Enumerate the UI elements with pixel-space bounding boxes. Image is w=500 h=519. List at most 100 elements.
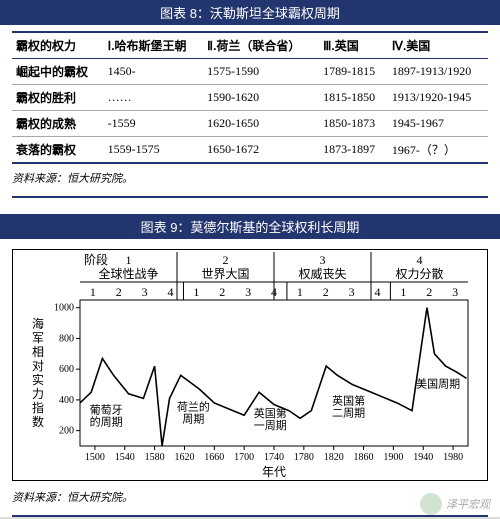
svg-text:权威丧失: 权威丧失 xyxy=(298,266,346,281)
cell: 1815-1850 xyxy=(319,85,388,111)
svg-text:3: 3 xyxy=(349,285,355,299)
svg-text:美国周期: 美国周期 xyxy=(416,378,460,391)
cell: 1850-1873 xyxy=(319,111,388,137)
svg-text:1700: 1700 xyxy=(234,452,254,463)
cell: -1559 xyxy=(104,111,204,137)
watermark: 泽平宏观 xyxy=(420,493,490,515)
svg-text:英国第: 英国第 xyxy=(332,394,365,408)
svg-text:海: 海 xyxy=(32,316,44,331)
line-chart: 200 400 600 800 1000 1500 1540 1580 1620 1660 1700… xyxy=(13,250,487,480)
svg-text:3: 3 xyxy=(320,253,326,267)
svg-text:1: 1 xyxy=(297,285,303,299)
svg-text:2: 2 xyxy=(116,285,122,299)
svg-text:1: 1 xyxy=(90,285,96,299)
svg-text:1620: 1620 xyxy=(174,452,194,463)
svg-text:2: 2 xyxy=(223,253,229,267)
cell: 1650-1672 xyxy=(203,137,319,164)
divider xyxy=(12,196,488,198)
chart-box: 200 400 600 800 1000 1500 1540 1580 1620 1660 1700… xyxy=(12,249,488,481)
table-row: 衰落的霸权1559-15751650-16721873-18971967-（？） xyxy=(12,137,488,164)
svg-text:1: 1 xyxy=(126,253,132,267)
fig8-title: 图表 8：沃勒斯坦全球霸权周期 xyxy=(0,0,500,25)
divider-bottom xyxy=(12,515,488,517)
wechat-icon xyxy=(420,493,442,515)
cell: 1897-1913/1920 xyxy=(388,59,488,85)
svg-text:年代: 年代 xyxy=(262,465,286,479)
table-row: 霸权的胜利……1590-16201815-18501913/1920-1945 xyxy=(12,85,488,111)
cell: 1575-1590 xyxy=(203,59,319,85)
svg-text:200: 200 xyxy=(59,426,74,437)
fig8-source: 资料来源：恒大研究院。 xyxy=(0,166,500,194)
cell: 1945-1967 xyxy=(388,111,488,137)
table-header-row: 霸权的权力 Ⅰ.哈布斯堡王朝 Ⅱ.荷兰（联合省） Ⅲ.英国 Ⅳ.美国 xyxy=(12,32,488,59)
cell: 1559-1575 xyxy=(104,137,204,164)
svg-text:世界大国: 世界大国 xyxy=(201,267,249,281)
table-row: 崛起中的霸权1450-1575-15901789-18151897-1913/1… xyxy=(12,59,488,85)
svg-text:1580: 1580 xyxy=(145,452,165,463)
svg-text:600: 600 xyxy=(59,364,74,375)
svg-text:英国第: 英国第 xyxy=(254,406,287,420)
col-uk: Ⅲ.英国 xyxy=(319,32,388,59)
svg-text:1900: 1900 xyxy=(383,452,403,463)
cell: 1873-1897 xyxy=(319,137,388,164)
cell: 1967-（？） xyxy=(388,137,488,164)
table-hegemony: 霸权的权力 Ⅰ.哈布斯堡王朝 Ⅱ.荷兰（联合省） Ⅲ.英国 Ⅳ.美国 崛起中的霸… xyxy=(12,31,488,164)
cell: 1913/1920-1945 xyxy=(388,85,488,111)
svg-text:2: 2 xyxy=(219,285,225,299)
cell: …… xyxy=(104,85,204,111)
svg-text:的周期: 的周期 xyxy=(90,415,123,429)
svg-text:一周期: 一周期 xyxy=(254,419,287,432)
fig9-title: 图表 9：莫德尔斯基的全球权利长周期 xyxy=(0,214,500,239)
svg-text:800: 800 xyxy=(59,333,74,344)
svg-text:1: 1 xyxy=(193,285,199,299)
cell: 1789-1815 xyxy=(319,59,388,85)
row-header: 衰落的霸权 xyxy=(12,137,104,164)
row-header: 霸权的成熟 xyxy=(12,111,104,137)
cell: 1450- xyxy=(104,59,204,85)
svg-text:1000: 1000 xyxy=(54,303,74,314)
svg-text:3: 3 xyxy=(245,285,251,299)
svg-text:全球性战争: 全球性战争 xyxy=(98,266,158,281)
svg-text:数: 数 xyxy=(32,414,44,429)
svg-text:荷兰的: 荷兰的 xyxy=(177,400,210,414)
svg-text:400: 400 xyxy=(59,395,74,406)
svg-text:2: 2 xyxy=(426,285,432,299)
col-habsburg: Ⅰ.哈布斯堡王朝 xyxy=(104,32,204,59)
svg-text:4: 4 xyxy=(168,285,174,299)
svg-text:葡萄牙: 葡萄牙 xyxy=(90,404,123,417)
svg-text:4: 4 xyxy=(417,253,423,267)
svg-text:1820: 1820 xyxy=(324,452,344,463)
svg-text:1660: 1660 xyxy=(204,452,224,463)
svg-text:对: 对 xyxy=(32,359,44,373)
svg-text:指: 指 xyxy=(32,400,44,415)
row-header: 崛起中的霸权 xyxy=(12,59,104,85)
cell: 1620-1650 xyxy=(203,111,319,137)
svg-text:4: 4 xyxy=(374,285,380,299)
svg-text:军: 军 xyxy=(32,331,44,345)
svg-text:权力分散: 权力分散 xyxy=(395,266,443,281)
col-power: 霸权的权力 xyxy=(12,32,104,59)
svg-text:3: 3 xyxy=(142,285,148,299)
svg-text:1: 1 xyxy=(400,285,406,299)
svg-text:力: 力 xyxy=(32,387,44,401)
col-us: Ⅳ.美国 xyxy=(388,32,488,59)
svg-text:1780: 1780 xyxy=(294,452,314,463)
svg-text:1860: 1860 xyxy=(354,452,374,463)
svg-text:1940: 1940 xyxy=(413,452,433,463)
svg-text:3: 3 xyxy=(452,285,458,299)
svg-text:二周期: 二周期 xyxy=(332,407,365,420)
col-dutch: Ⅱ.荷兰（联合省） xyxy=(203,32,319,59)
cell: 1590-1620 xyxy=(203,85,319,111)
svg-text:1740: 1740 xyxy=(264,452,284,463)
svg-text:1500: 1500 xyxy=(85,452,105,463)
svg-text:实: 实 xyxy=(32,372,44,387)
svg-text:1980: 1980 xyxy=(443,452,463,463)
table-row: 霸权的成熟-15591620-16501850-18731945-1967 xyxy=(12,111,488,137)
svg-text:4: 4 xyxy=(271,285,277,299)
fig9-source: 资料来源：恒大研究院。 xyxy=(12,492,133,504)
svg-text:2: 2 xyxy=(323,285,329,299)
svg-text:周期: 周期 xyxy=(182,413,204,426)
svg-text:阶段: 阶段 xyxy=(84,252,108,267)
svg-text:1540: 1540 xyxy=(115,452,135,463)
svg-text:相: 相 xyxy=(32,345,44,359)
